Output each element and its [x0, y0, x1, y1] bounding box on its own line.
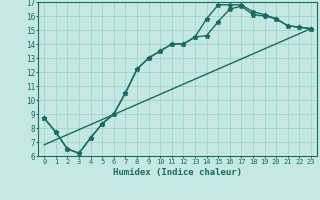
X-axis label: Humidex (Indice chaleur): Humidex (Indice chaleur) — [113, 168, 242, 177]
